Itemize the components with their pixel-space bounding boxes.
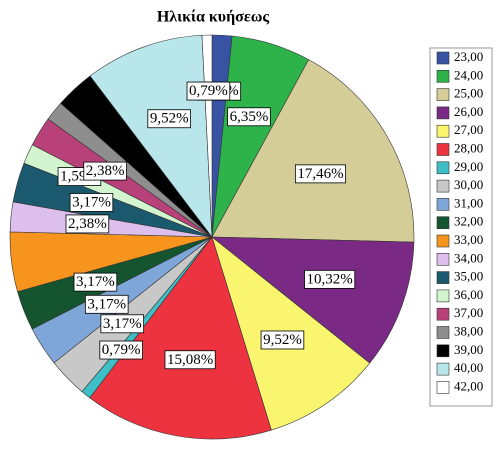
data-label-box (83, 161, 127, 181)
legend-swatch (436, 234, 450, 248)
legend-swatch (436, 362, 450, 376)
data-label: 3,17% (103, 316, 142, 332)
legend-swatch (436, 124, 450, 138)
legend-label: 38,00 (454, 323, 483, 338)
data-label-box (65, 214, 110, 234)
legend-label: 36,00 (454, 287, 483, 302)
legend-label: 26,00 (454, 104, 483, 119)
pie-slice (89, 34, 213, 238)
data-label: 0,79% (189, 83, 228, 99)
legend-label: 32,00 (454, 214, 483, 229)
data-label: 10,32% (307, 271, 353, 287)
legend-swatch (436, 179, 450, 193)
legend-label: 37,00 (454, 305, 483, 320)
legend-swatch (436, 381, 450, 394)
legend-label: 25,00 (454, 86, 483, 101)
data-label-box (164, 350, 216, 370)
data-label: 0,79% (102, 342, 141, 358)
legend-label: 28,00 (454, 140, 483, 155)
legend-label: 33,00 (454, 232, 483, 247)
legend-swatch (436, 161, 450, 175)
legend-label: 39,00 (454, 342, 483, 357)
data-label: 3,17% (87, 296, 126, 312)
data-label-box (147, 109, 191, 129)
legend-swatch (436, 271, 450, 284)
legend-swatch (436, 289, 450, 303)
legend-swatch (436, 307, 450, 321)
legend-swatch (436, 51, 450, 65)
legend-label: 23,00 (454, 49, 483, 64)
legend-label: 34,00 (454, 250, 483, 265)
data-label: 15,08% (167, 352, 213, 368)
data-label-box (99, 340, 143, 360)
data-label-box (73, 272, 118, 292)
data-label-box (294, 164, 347, 184)
data-label-box (84, 294, 129, 314)
pie-slice (211, 59, 415, 243)
data-label: 3,17% (76, 274, 115, 290)
legend-swatch (436, 344, 450, 358)
data-label: 2,38% (68, 216, 107, 232)
legend-swatch (436, 88, 450, 101)
data-label-box (69, 193, 114, 212)
legend-box (429, 47, 493, 407)
data-label-box (260, 330, 305, 350)
legend-swatch (436, 143, 450, 156)
legend-swatch (436, 198, 450, 211)
data-label-box (186, 81, 231, 101)
data-label: 2,38% (86, 163, 125, 179)
data-label-box (227, 107, 271, 127)
legend-label: 42,00 (454, 378, 483, 393)
legend-label: 31,00 (454, 195, 483, 210)
pie-slice (211, 236, 415, 364)
legend-swatch (436, 253, 450, 266)
legend-swatch (436, 216, 450, 229)
legend-label: 40,00 (454, 360, 483, 375)
data-label: 17,46% (297, 166, 343, 182)
legend-swatch (436, 326, 450, 339)
data-label-box (100, 314, 145, 334)
data-label: 9,52% (150, 111, 189, 127)
data-label: 3,17% (72, 194, 111, 210)
pie-slice (89, 236, 272, 440)
legend-swatch (436, 70, 450, 83)
data-label: 9,52% (263, 332, 302, 348)
legend-label: 35,00 (454, 269, 483, 284)
legend-label: 30,00 (454, 177, 483, 192)
chart-title: Ηλικία κυήσεως (157, 9, 270, 26)
legend-label: 27,00 (454, 122, 483, 137)
legend-swatch (436, 106, 450, 120)
data-label-box (304, 269, 356, 289)
legend-label: 24,00 (454, 67, 483, 82)
legend-label: 29,00 (454, 159, 483, 174)
data-label: 6,35% (230, 109, 269, 125)
